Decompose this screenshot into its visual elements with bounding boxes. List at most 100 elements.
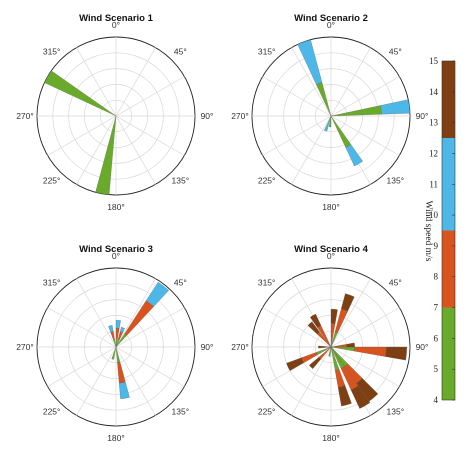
colorbar-bands [441, 60, 456, 401]
direction-label: 225° [258, 175, 276, 185]
panel-title: Wind Scenario 1 [79, 13, 154, 24]
direction-label: 135° [387, 175, 405, 185]
direction-label: 180° [107, 433, 125, 443]
wind-rose-bar-segment [119, 381, 130, 400]
polar-grid-spoke [115, 278, 156, 348]
colorbar-tick-label: 4 [434, 395, 439, 405]
polar-panel-4: 0° 45° 90° 135° 180° 225° 270° 315° Wind Scenari… [231, 244, 428, 443]
direction-label: 0° [112, 20, 120, 30]
wind-rose-bar-segment [328, 115, 332, 128]
wind-rose-bar-segment [324, 115, 332, 132]
colorbar-band [442, 61, 455, 139]
polar-panel-3: 0° 45° 90° 135° 180° 225° 270° 315° Wind Scenari… [16, 244, 213, 443]
wind-rose-bar-segment [346, 342, 355, 348]
wind-rose-bar-segment [108, 325, 114, 333]
wind-rose-bar-segment [385, 346, 407, 361]
colorbar-tick-label: 11 [429, 179, 438, 189]
direction-label: 180° [322, 202, 340, 212]
colorbar-frame [441, 60, 456, 401]
polar-grid-spoke [330, 307, 400, 348]
wind-rose-bar-segment [297, 39, 323, 85]
direction-label: 180° [322, 433, 340, 443]
direction-label: 315° [258, 47, 276, 57]
wind-rose-bar-segment [119, 327, 125, 333]
wind-rose-bar-segment [286, 357, 304, 371]
wind-rose-bar-segment [117, 362, 126, 384]
polar-grid-spoke [47, 307, 117, 348]
direction-label: 0° [327, 251, 335, 261]
direction-label: 225° [43, 175, 61, 185]
direction-label: 90° [416, 342, 429, 352]
colorbar-band [442, 138, 455, 231]
polar-grid-spoke [115, 76, 185, 117]
wind-rose-bar-segment [307, 321, 320, 335]
polar-grid-spoke [47, 346, 117, 387]
polar-grid-spoke [330, 346, 400, 387]
polar-grid-spoke [115, 115, 156, 185]
wind-rose-bar-segment [341, 293, 355, 312]
direction-label: 135° [172, 175, 190, 185]
wind-rose-bar-segment [44, 70, 117, 117]
wind-rose-bar-segment [354, 346, 387, 357]
polar-grid-spoke [76, 278, 117, 348]
polar-panels: 0° 45° 90° 135° 180° 225° 270° 315° Wind Scenari… [16, 13, 428, 443]
wind-speed-colorbar: 4 5 6 7 8 9 10 11 12 13 14 15 Wind speed m/s [423, 56, 456, 405]
colorbar-tick-label: 6 [434, 333, 439, 343]
polar-panel-2: 0° 45° 90° 135° 180° 225° 270° 315° Wind Scenari… [231, 13, 428, 212]
direction-label: 0° [327, 20, 335, 30]
wind-rose-bar-segment [328, 346, 332, 357]
polar-grid-spoke [262, 307, 332, 348]
wind-rose-bar-segment [95, 115, 117, 195]
polar-grid-spoke [47, 115, 117, 156]
colorbar-tick-label: 7 [434, 303, 439, 313]
direction-label: 270° [231, 342, 249, 352]
colorbar-tick-label: 5 [434, 364, 439, 374]
wind-rose-bar-segment [145, 281, 169, 307]
polar-grid-spoke [76, 47, 117, 117]
wind-rose-bar-segment [309, 356, 322, 369]
direction-label: 180° [107, 202, 125, 212]
polar-grid-spoke [115, 346, 156, 416]
polar-grid-spoke [291, 346, 332, 416]
colorbar-tick-label: 10 [429, 210, 439, 220]
colorbar-tick-label: 15 [429, 56, 439, 66]
wind-rose-bar-segment [330, 308, 338, 324]
polar-grid-spoke [115, 346, 185, 387]
polar-grid-spoke [76, 346, 117, 416]
polar-grid-spoke [262, 76, 332, 117]
direction-label: 45° [174, 47, 187, 57]
polar-grid-spoke [115, 307, 185, 348]
wind-rose-bar-segment [316, 82, 332, 117]
wind-rose-bar-segment [330, 105, 382, 117]
direction-label: 135° [172, 406, 190, 416]
direction-label: 315° [43, 278, 61, 288]
colorbar-tick-label: 13 [429, 118, 439, 128]
direction-label: 90° [201, 342, 214, 352]
wind-rose-bar-segment [115, 320, 121, 329]
colorbar-tick-label: 9 [434, 241, 439, 251]
polar-panel-1: 0° 45° 90° 135° 180° 225° 270° 315° Wind Scenari… [16, 13, 213, 212]
direction-label: 270° [16, 342, 34, 352]
panel-title: Wind Scenario 4 [294, 244, 369, 255]
direction-label: 270° [231, 111, 249, 121]
polar-grid-spoke [330, 47, 371, 117]
wind-rose-bar-segment [337, 385, 352, 407]
direction-label: 135° [387, 406, 405, 416]
wind-rose-bar-segment [309, 313, 322, 328]
polar-grid-spoke [330, 278, 371, 348]
colorbar-tick-label: 8 [434, 272, 439, 282]
direction-label: 225° [43, 406, 61, 416]
polar-grid-spoke [330, 76, 400, 117]
wind-rose-bar-segment [380, 99, 411, 115]
wind-rose-bar-segment [350, 385, 371, 409]
direction-label: 45° [389, 47, 402, 57]
polar-grid-spoke [115, 47, 156, 117]
colorbar-label: Wind speed m/s [423, 201, 433, 262]
polar-grid-spoke [291, 47, 332, 117]
wind-rose-bar-segment [345, 144, 363, 167]
polar-grid-spoke [330, 115, 400, 156]
direction-label: 45° [174, 278, 187, 288]
direction-label: 45° [389, 278, 402, 288]
direction-label: 0° [112, 251, 120, 261]
